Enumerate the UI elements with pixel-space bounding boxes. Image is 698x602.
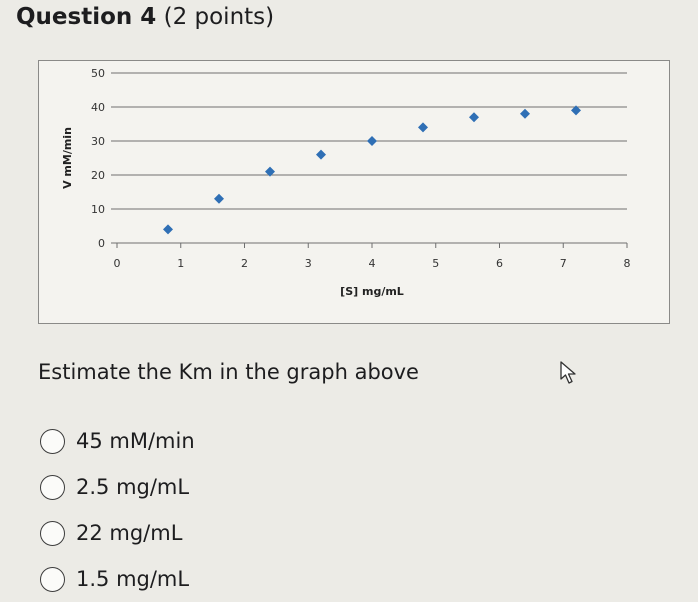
chart-image: 0 10 20 30 40 50 0 1 2 3 4 5 6 7 8 [S] mg/mL V mM/min — [38, 60, 670, 324]
question-prompt: Estimate the Km in the graph above — [38, 360, 419, 384]
data-point — [571, 105, 581, 116]
y-tick-label: 40 — [91, 101, 105, 114]
x-tick-label: 6 — [496, 257, 503, 270]
answer-option-label: 2.5 mg/mL — [76, 475, 190, 499]
x-tick-label: 0 — [114, 257, 121, 270]
answer-option-label: 1.5 mg/mL — [76, 567, 190, 591]
y-tick-label: 10 — [91, 203, 105, 216]
radio-button-2[interactable] — [40, 474, 65, 500]
y-tick-label: 20 — [91, 169, 105, 182]
question-header: Question 4 (2 points) — [16, 4, 274, 30]
y-tick-label: 50 — [91, 67, 105, 80]
x-tick-label: 7 — [560, 257, 567, 270]
answer-option-2[interactable]: 2.5 mg/mL — [40, 464, 195, 510]
data-point — [265, 166, 275, 177]
y-axis-title: V mM/min — [61, 127, 74, 189]
data-point — [469, 112, 479, 123]
answer-option-label: 45 mM/min — [76, 429, 195, 453]
question-title: Question 4 — [16, 4, 157, 30]
mouse-pointer-icon — [560, 361, 576, 384]
data-point — [418, 122, 428, 133]
data-point — [163, 224, 173, 235]
data-point — [316, 149, 326, 160]
x-tick-label: 4 — [369, 257, 376, 270]
answer-option-label: 22 mg/mL — [76, 521, 183, 545]
radio-button-4[interactable] — [40, 566, 65, 592]
answer-options: 45 mM/min 2.5 mg/mL 22 mg/mL 1.5 mg/mL — [40, 418, 195, 602]
x-tick-label: 5 — [432, 257, 439, 270]
answer-option-1[interactable]: 45 mM/min — [40, 418, 195, 464]
x-tick-label: 3 — [305, 257, 312, 270]
data-point — [214, 193, 224, 204]
radio-button-3[interactable] — [40, 520, 65, 546]
data-point — [520, 108, 530, 119]
answer-option-3[interactable]: 22 mg/mL — [40, 510, 195, 556]
x-tick-label: 8 — [624, 257, 631, 270]
y-tick-label: 30 — [91, 135, 105, 148]
question-points: (2 points) — [163, 4, 275, 30]
y-tick-label: 0 — [98, 237, 105, 250]
scatter-chart: 0 10 20 30 40 50 0 1 2 3 4 5 6 7 8 [S] mg/mL V mM/min — [61, 67, 631, 298]
x-tick-label: 1 — [177, 257, 184, 270]
answer-option-4[interactable]: 1.5 mg/mL — [40, 556, 195, 602]
radio-button-1[interactable] — [40, 428, 65, 454]
data-point — [367, 136, 377, 146]
x-axis-title: [S] mg/mL — [340, 285, 404, 298]
x-tick-label: 2 — [241, 257, 248, 270]
